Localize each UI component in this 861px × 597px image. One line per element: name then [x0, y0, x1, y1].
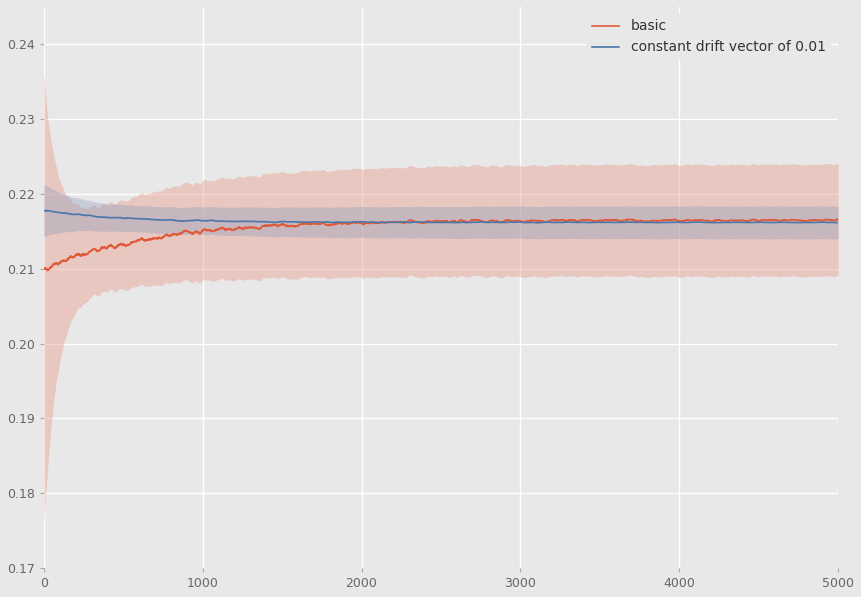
basic [781, 217, 791, 224]
basic [776, 217, 786, 224]
constant drift vector of 0.01 [39, 207, 49, 214]
constant drift vector of 0.01 [781, 219, 791, 226]
constant drift vector of 0.01 [755, 219, 765, 226]
constant drift vector of 0.01 [195, 217, 205, 224]
Line: constant drift vector of 0.01: constant drift vector of 0.01 [44, 211, 838, 223]
basic [195, 230, 205, 237]
constant drift vector of 0.01 [534, 219, 544, 226]
constant drift vector of 0.01 [776, 219, 786, 226]
basic [43, 267, 53, 274]
constant drift vector of 0.01 [422, 219, 432, 226]
Legend: basic, constant drift vector of 0.01: basic, constant drift vector of 0.01 [586, 14, 831, 60]
constant drift vector of 0.01 [588, 219, 598, 226]
constant drift vector of 0.01 [833, 219, 843, 226]
basic [755, 217, 765, 224]
basic [588, 217, 598, 224]
basic [623, 216, 634, 223]
basic [833, 216, 843, 223]
Line: basic: basic [44, 219, 838, 270]
basic [422, 217, 432, 224]
basic [39, 265, 49, 272]
